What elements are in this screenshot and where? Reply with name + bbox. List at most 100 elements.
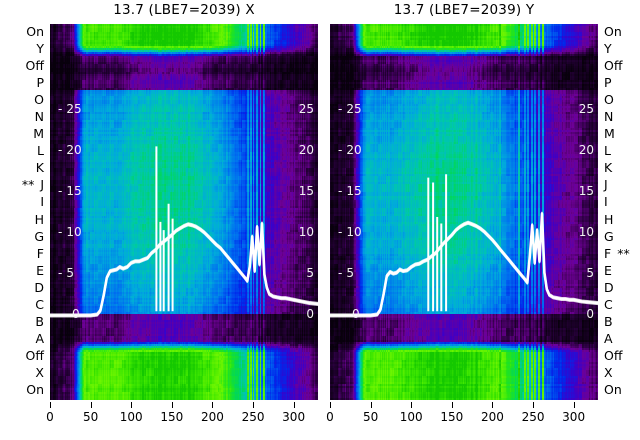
row-marker: ** [21, 177, 35, 193]
x-tick-mark [171, 402, 173, 408]
category-label: M [0, 126, 44, 141]
heatmap-panel[interactable] [50, 24, 318, 400]
category-label-text: Y [36, 40, 44, 56]
category-label: N [604, 109, 640, 124]
category-label-text: B [35, 314, 44, 330]
category-label: ** J [0, 177, 44, 192]
category-label-text: I [604, 194, 608, 210]
x-tick-mark [293, 402, 295, 408]
category-label-text: M [604, 126, 615, 142]
x-tick-label: 150 [440, 410, 464, 424]
category-label-text: N [34, 109, 44, 124]
category-label-text: L [604, 143, 611, 159]
category-label-text: X [604, 365, 613, 381]
category-label-text: B [604, 314, 613, 330]
profile-trace [330, 211, 598, 316]
panel-title: 13.7 (LBE7=2039) X [113, 2, 255, 18]
category-label: I [604, 194, 640, 209]
category-label: On [604, 24, 640, 39]
category-label-text: G [34, 228, 44, 244]
x-tick-mark [533, 402, 534, 408]
category-label-text: F [604, 245, 612, 261]
category-label: Off [604, 58, 640, 73]
category-label-text: H [604, 211, 614, 227]
category-label: F ** [604, 246, 640, 261]
category-label-text: G [604, 228, 614, 244]
category-label: X [0, 365, 44, 380]
profile-trace [50, 223, 318, 318]
category-label: Off [0, 58, 44, 73]
x-tick-label: 50 [82, 410, 99, 424]
category-label: Off [604, 348, 640, 363]
x-tick-label: 300 [282, 410, 306, 424]
category-label: L [604, 143, 640, 158]
trace-overlay [50, 146, 318, 318]
category-label-text: O [34, 91, 44, 107]
category-label: Y [0, 41, 44, 56]
category-label-text: On [26, 23, 44, 39]
category-label: On [604, 382, 640, 397]
category-label-text: I [40, 194, 44, 210]
x-tick-mark [370, 402, 372, 408]
x-tick-label: 50 [362, 410, 379, 424]
category-label-text: K [604, 160, 613, 176]
category-label: H [0, 212, 44, 227]
x-axis: 0 50 100 150 200 250 300 [46, 400, 318, 430]
category-label-text: N [604, 109, 614, 124]
category-label-text: E [604, 262, 612, 278]
category-label-text: O [604, 91, 614, 107]
category-label-text: C [604, 297, 613, 312]
category-label: F [0, 246, 44, 261]
heatmap-panel[interactable] [330, 24, 598, 400]
category-label-text: On [604, 382, 622, 398]
category-label: A [604, 331, 640, 346]
category-label: D [604, 280, 640, 295]
category-label-text: A [35, 331, 44, 347]
heatmap-image [50, 24, 318, 400]
category-label: A [0, 331, 44, 346]
x-tick-mark [492, 402, 494, 408]
category-label-text: Off [25, 348, 44, 364]
category-label: G [0, 229, 44, 244]
category-label: B [0, 314, 44, 329]
category-label: C [0, 297, 44, 312]
category-label: X [604, 365, 640, 380]
category-label: P [0, 75, 44, 90]
x-tick-label: 200 [480, 410, 504, 424]
category-label: K [604, 160, 640, 175]
category-label-text: F [36, 245, 44, 261]
category-label: J [604, 177, 640, 192]
row-marker: ** [617, 245, 630, 261]
category-label-text: C [35, 297, 44, 312]
category-label: On [0, 24, 44, 39]
x-tick-mark [253, 402, 254, 408]
category-label: D [0, 280, 44, 295]
category-label: E [0, 263, 44, 278]
x-tick-label: 300 [562, 410, 586, 424]
profile-trace [50, 222, 318, 317]
category-label: O [0, 92, 44, 107]
x-tick-mark [330, 402, 331, 408]
category-label-text: D [604, 279, 614, 295]
x-tick-mark [50, 402, 51, 408]
x-tick-mark [451, 402, 453, 408]
category-label-text: P [604, 74, 612, 90]
category-label-text: J [604, 177, 608, 193]
category-label-text: A [604, 331, 613, 347]
category-label-text: X [35, 365, 44, 381]
trace-overlay [330, 174, 598, 318]
category-label: M [604, 126, 640, 141]
x-tick-label: 0 [46, 410, 54, 424]
category-label-text: D [34, 279, 44, 295]
x-tick-label: 200 [200, 410, 224, 424]
category-label: G [604, 229, 640, 244]
x-tick-mark [573, 402, 575, 408]
category-label: O [604, 92, 640, 107]
category-label: On [0, 382, 44, 397]
category-label-text: On [26, 382, 44, 398]
category-label: N [0, 109, 44, 124]
category-label: I [0, 194, 44, 209]
category-label-text: L [37, 143, 44, 159]
category-label-text: M [33, 126, 44, 142]
panel-title: 13.7 (LBE7=2039) Y [393, 2, 535, 18]
